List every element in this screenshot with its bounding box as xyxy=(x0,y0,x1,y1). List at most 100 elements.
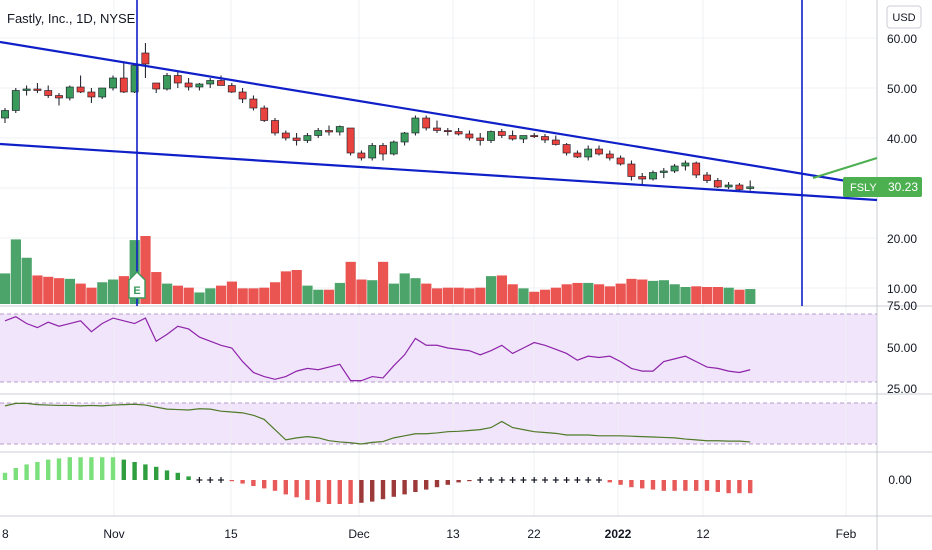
volume-bar xyxy=(518,288,529,304)
projection-line[interactable] xyxy=(812,157,878,179)
volume-bar xyxy=(64,278,75,304)
volume-bar xyxy=(129,240,140,304)
candle-body xyxy=(649,172,657,180)
candle-body xyxy=(735,184,744,190)
volume-bar xyxy=(745,289,756,304)
price-tick: 10.00 xyxy=(887,282,917,296)
volume-bar xyxy=(183,287,194,304)
histogram-bar xyxy=(272,480,278,491)
candle-body xyxy=(616,157,625,165)
volume-bar xyxy=(118,276,129,304)
histogram-bar xyxy=(661,480,666,491)
volume-bar xyxy=(248,288,259,304)
volume-bar xyxy=(291,270,302,304)
volume-bar xyxy=(54,278,65,304)
volume-bar xyxy=(604,286,615,304)
candle-body xyxy=(238,91,247,100)
volume-bar xyxy=(550,287,561,304)
volume-bar xyxy=(712,287,723,304)
histogram-bar xyxy=(67,457,72,480)
time-label: Feb xyxy=(836,527,857,541)
histogram-bar xyxy=(380,480,386,500)
time-label: 22 xyxy=(527,527,541,541)
last-price-tag: FSLY 30.23 xyxy=(843,177,922,197)
candle-body xyxy=(55,95,63,99)
rsi-band xyxy=(0,314,877,382)
volume-bar xyxy=(151,272,162,304)
histogram-bar xyxy=(229,480,234,482)
oscillator-indicator xyxy=(4,402,751,445)
volume-bar xyxy=(32,275,43,304)
candle-body xyxy=(217,80,225,86)
drawings[interactable] xyxy=(0,0,878,306)
candle-body xyxy=(638,176,647,180)
candle-body xyxy=(119,77,128,93)
volume-bar xyxy=(97,282,108,304)
volume-bar xyxy=(507,284,518,304)
histogram-bar xyxy=(186,476,191,480)
histogram-bar xyxy=(154,466,159,480)
volume-bar xyxy=(442,287,453,304)
candle-body xyxy=(508,135,517,140)
histogram-indicator xyxy=(2,457,753,504)
candlesticks xyxy=(1,43,755,191)
volume-bar xyxy=(302,285,313,304)
oscillator-line xyxy=(4,402,751,445)
histogram-bar xyxy=(359,480,364,503)
candle-body xyxy=(314,130,323,136)
volume-bar xyxy=(648,280,659,304)
candle-body xyxy=(497,131,506,136)
volume-bar xyxy=(280,271,291,304)
histogram-bar xyxy=(434,480,440,488)
volume-bar xyxy=(162,283,173,304)
histogram-bar xyxy=(715,480,720,492)
volume-bar xyxy=(723,287,734,304)
volume-bar xyxy=(216,285,227,304)
time-label: 2022 xyxy=(605,527,632,541)
price-tick: 20.00 xyxy=(887,232,917,246)
histogram-bar xyxy=(445,480,450,485)
volume-bar xyxy=(43,276,54,304)
volume-bar xyxy=(669,284,680,304)
earnings-marker-label: E xyxy=(133,285,140,297)
candle-body xyxy=(562,144,571,154)
candle-body xyxy=(746,186,755,189)
candle-body xyxy=(163,75,171,90)
candle-body xyxy=(152,82,161,90)
time-label: Nov xyxy=(103,527,124,541)
volume-bar xyxy=(594,284,605,304)
volume-bar xyxy=(734,289,745,304)
earnings-marker[interactable]: E xyxy=(128,271,146,299)
rsi-line xyxy=(4,316,751,382)
candle-body xyxy=(530,135,539,138)
candle-body xyxy=(584,148,593,158)
histogram-bar xyxy=(175,472,180,480)
volume-bar xyxy=(637,279,648,304)
currency-button[interactable]: USD xyxy=(886,5,922,29)
histogram-bar xyxy=(737,480,742,494)
histogram-bar xyxy=(694,480,699,491)
volume-bar xyxy=(378,261,389,304)
time-label: 13 xyxy=(446,527,460,541)
lower-trendline[interactable] xyxy=(0,142,878,202)
candle-body xyxy=(454,131,463,135)
candle-body xyxy=(627,163,636,177)
volume-bar xyxy=(496,275,507,304)
volume-bar xyxy=(140,236,151,304)
histogram-bar xyxy=(748,480,753,494)
volume-bar xyxy=(540,289,551,304)
histogram-bar xyxy=(402,480,407,495)
volume-bar xyxy=(691,286,702,304)
upper-trendline[interactable] xyxy=(0,40,878,188)
candle-body xyxy=(400,132,409,143)
rsi-indicator xyxy=(4,316,751,382)
candle-body xyxy=(22,88,31,91)
candle-body xyxy=(141,52,150,65)
candle-body xyxy=(433,127,441,131)
histogram-bar xyxy=(121,459,126,480)
volume-bar xyxy=(108,279,119,304)
histogram-bar xyxy=(78,457,83,480)
histogram-bar xyxy=(370,480,375,502)
volume-bar xyxy=(194,292,205,304)
